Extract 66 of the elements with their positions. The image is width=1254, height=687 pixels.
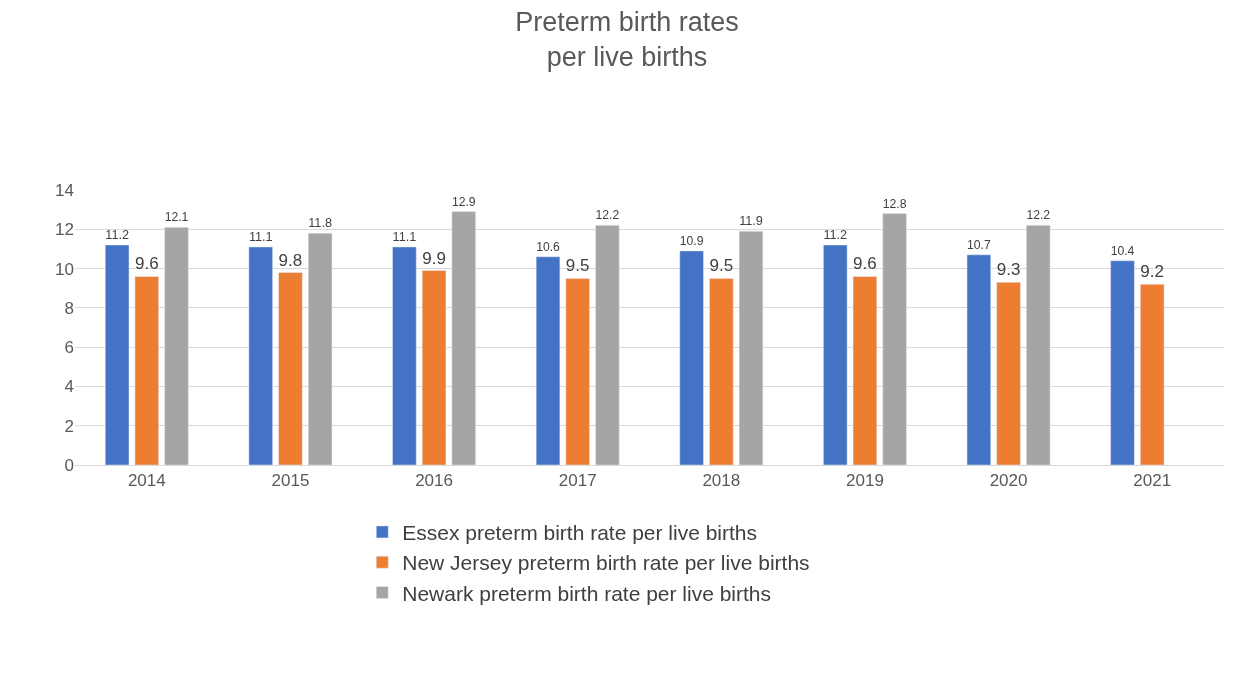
bar xyxy=(392,246,417,465)
legend-label: Essex preterm birth rate per live births xyxy=(402,521,758,545)
data-label: 11.1 xyxy=(392,229,417,244)
bar xyxy=(565,278,590,465)
data-label: 11.1 xyxy=(248,229,273,244)
bar xyxy=(882,213,907,465)
x-tick-label: 2015 xyxy=(271,471,310,491)
legend-label: Newark preterm birth rate per live births xyxy=(402,581,772,605)
data-label: 12.1 xyxy=(164,210,189,225)
bar xyxy=(1110,260,1135,465)
y-tick-label: 12 xyxy=(55,220,74,240)
data-label: 11.8 xyxy=(308,216,332,231)
x-tick-label: 2017 xyxy=(558,471,597,491)
bar xyxy=(679,250,704,465)
bar xyxy=(823,244,848,465)
y-tick-label: 0 xyxy=(64,455,74,475)
data-label: 12.2 xyxy=(595,208,620,223)
x-tick-label: 2020 xyxy=(989,471,1028,491)
x-tick-label: 2019 xyxy=(846,471,884,491)
bar xyxy=(164,227,189,465)
bar xyxy=(595,225,620,465)
y-tick-label: 14 xyxy=(55,180,74,200)
bar xyxy=(421,270,447,465)
bar xyxy=(709,278,734,465)
legend-label: New Jersey preterm birth rate per live births xyxy=(402,551,810,575)
bar xyxy=(535,256,561,465)
bar xyxy=(278,272,303,465)
y-tick-label: 4 xyxy=(64,377,74,397)
data-label: 9.9 xyxy=(422,248,446,268)
data-label: 11.2 xyxy=(105,228,129,243)
data-label: 9.5 xyxy=(565,256,590,276)
data-label: 10.7 xyxy=(967,237,991,252)
data-label: 12.2 xyxy=(1026,208,1051,223)
data-label: 9.8 xyxy=(278,250,303,270)
data-label: 12.9 xyxy=(451,194,476,209)
data-label: 9.6 xyxy=(134,254,159,274)
x-tick-label: 2021 xyxy=(1133,471,1172,491)
y-tick-label: 2 xyxy=(64,416,74,436)
data-label: 11.2 xyxy=(823,228,848,243)
x-tick-label: 2016 xyxy=(415,471,453,491)
data-label: 10.6 xyxy=(536,239,561,254)
bar xyxy=(738,231,764,465)
bar xyxy=(1140,284,1165,465)
data-label: 9.3 xyxy=(996,260,1021,280)
data-label: 12.8 xyxy=(882,196,907,211)
y-tick-label: 10 xyxy=(55,259,74,279)
bar xyxy=(966,254,991,465)
y-tick-label: 6 xyxy=(64,338,74,358)
bar xyxy=(105,244,130,465)
bar xyxy=(308,232,333,465)
bar xyxy=(1026,225,1051,465)
data-label: 10.4 xyxy=(1110,243,1135,258)
x-tick-label: 2014 xyxy=(127,471,166,491)
bar xyxy=(996,282,1021,465)
y-tick-label: 8 xyxy=(64,298,74,318)
data-label: 10.9 xyxy=(679,234,704,249)
bar xyxy=(134,276,159,465)
bar xyxy=(451,211,476,465)
x-tick-label: 2018 xyxy=(702,471,741,491)
data-label: 11.9 xyxy=(739,214,763,229)
bar xyxy=(248,246,273,465)
data-label: 9.6 xyxy=(853,254,877,274)
data-label: 9.2 xyxy=(1140,262,1165,282)
chart-title: Preterm birth rates per live births xyxy=(515,6,739,73)
data-label: 9.5 xyxy=(709,256,734,276)
bar xyxy=(852,276,878,465)
